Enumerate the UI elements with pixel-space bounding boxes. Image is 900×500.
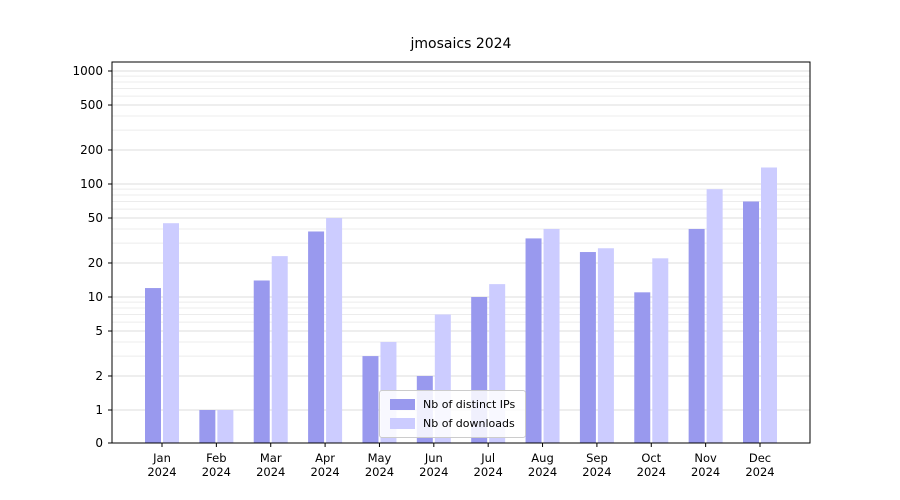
bar-downloads <box>652 258 669 443</box>
bar-downloads <box>706 189 723 443</box>
y-tick-label: 1 <box>95 403 103 417</box>
chart-title: jmosaics 2024 <box>410 36 512 52</box>
bar-distinct-ips <box>525 238 542 443</box>
x-tick-label-year: 2024 <box>365 465 394 479</box>
bar-downloads <box>326 218 343 443</box>
chart-legend: Nb of distinct IPs Nb of downloads <box>379 390 527 438</box>
legend-item-downloads: Nb of downloads <box>390 417 515 430</box>
x-tick-label-month: Jun <box>424 451 443 465</box>
x-tick-label-year: 2024 <box>310 465 339 479</box>
x-tick-label-year: 2024 <box>202 465 231 479</box>
bar-distinct-ips <box>634 292 651 443</box>
y-tick-label: 5 <box>95 324 103 338</box>
y-tick-label: 0 <box>95 436 103 450</box>
bar-distinct-ips <box>579 252 596 443</box>
legend-label-distinct-ips: Nb of distinct IPs <box>423 398 516 411</box>
x-tick-label-year: 2024 <box>637 465 666 479</box>
x-tick-label-year: 2024 <box>528 465 557 479</box>
x-tick-label-month: Aug <box>531 451 553 465</box>
bar-distinct-ips <box>362 356 379 443</box>
x-tick-label-month: Nov <box>694 451 717 465</box>
x-tick-label-month: Jan <box>152 451 171 465</box>
bar-downloads <box>543 228 560 443</box>
bar-downloads <box>597 248 614 443</box>
x-tick-label-month: Mar <box>260 451 282 465</box>
bar-distinct-ips <box>688 228 705 443</box>
legend-swatch-distinct-ips <box>390 399 415 410</box>
x-tick-label-month: Dec <box>749 451 771 465</box>
x-tick-label-month: Jul <box>480 451 495 465</box>
bar-downloads <box>271 256 288 443</box>
bar-distinct-ips <box>253 280 270 443</box>
bar-distinct-ips <box>308 231 325 443</box>
y-tick-label: 50 <box>88 211 103 225</box>
y-tick-label: 10 <box>88 290 103 304</box>
bar-downloads <box>761 167 777 443</box>
y-tick-label: 200 <box>80 143 103 157</box>
bar-downloads <box>163 223 179 443</box>
x-tick-label-year: 2024 <box>147 465 176 479</box>
bar-distinct-ips <box>199 410 216 443</box>
legend-item-distinct-ips: Nb of distinct IPs <box>390 398 515 411</box>
bar-downloads <box>217 410 234 443</box>
y-tick-label: 2 <box>95 369 103 383</box>
x-tick-label-month: May <box>368 451 392 465</box>
bar-distinct-ips <box>743 201 759 443</box>
y-tick-label: 500 <box>80 98 103 112</box>
x-tick-label-year: 2024 <box>691 465 720 479</box>
y-tick-label: 20 <box>88 256 103 270</box>
x-tick-label-year: 2024 <box>256 465 285 479</box>
x-tick-label-year: 2024 <box>474 465 503 479</box>
x-tick-label-month: Oct <box>641 451 661 465</box>
plot-border <box>111 61 811 444</box>
x-tick-label-month: Sep <box>586 451 608 465</box>
x-tick-label-year: 2024 <box>419 465 448 479</box>
x-tick-label-year: 2024 <box>582 465 611 479</box>
y-tick-label: 100 <box>80 177 103 191</box>
bar-distinct-ips <box>145 288 161 443</box>
x-tick-label-year: 2024 <box>745 465 774 479</box>
legend-label-downloads: Nb of downloads <box>423 417 515 430</box>
x-tick-label-month: Feb <box>206 451 226 465</box>
y-tick-label: 1000 <box>72 64 103 78</box>
legend-swatch-downloads <box>390 418 415 429</box>
x-tick-label-month: Apr <box>315 451 335 465</box>
